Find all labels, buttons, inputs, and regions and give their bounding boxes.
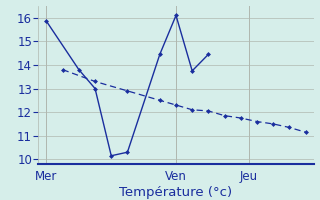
X-axis label: Température (°c): Température (°c) [119, 186, 233, 199]
